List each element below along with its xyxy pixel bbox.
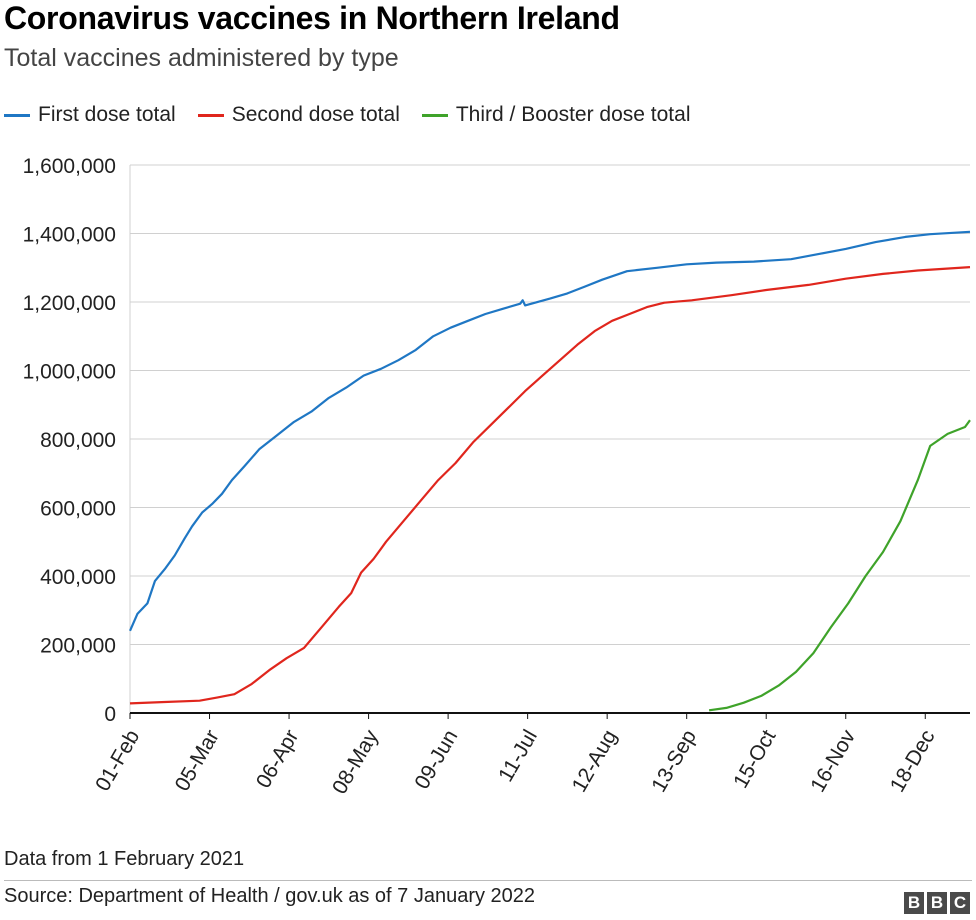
x-tick-label: 18-Dec [886,726,940,796]
x-tick-label: 12-Aug [568,726,622,796]
x-tick-label: 08-May [328,726,383,799]
x-tick-label: 13-Sep [647,726,701,796]
legend-label-booster-dose: Third / Booster dose total [455,103,691,126]
bbc-logo-letter: C [950,892,970,914]
x-tick-label: 11-Jul [494,726,542,786]
x-tick-label: 05-Mar [171,726,224,795]
source-text: Source: Department of Health / gov.uk as… [4,885,536,907]
series-line-second-dose [129,266,971,705]
y-tick-label: 1,600,000 [23,155,116,178]
x-tick-label: 09-Jun [410,726,462,793]
legend-swatch-booster-dose [421,113,448,117]
legend-item-first-dose: First dose total [4,103,176,127]
series-line-booster-dose [708,419,971,712]
bbc-logo-letter: B [904,892,924,914]
x-tick-label: 16-Nov [806,726,860,797]
chart-subtitle: Total vaccines administered by type [4,44,399,72]
bbc-logo-letter: B [927,892,947,914]
x-tick-label: 01-Feb [91,726,144,795]
data-note: Data from 1 February 2021 [4,848,245,870]
legend-swatch-first-dose [4,113,30,117]
x-tick-label: 15-Oct [729,726,781,792]
x-tick-label: 06-Apr [252,726,303,792]
y-tick-label: 800,000 [40,429,116,452]
footer-divider [4,880,972,881]
legend-item-second-dose: Second dose total [197,103,400,127]
legend-swatch-second-dose [197,113,224,117]
chart-legend: First dose total Second dose total Third… [4,100,712,130]
legend-item-booster-dose: Third / Booster dose total [421,103,691,127]
y-tick-label: 0 [104,703,116,726]
y-tick-label: 400,000 [40,566,116,589]
series-line-first-dose [128,230,971,632]
legend-label-second-dose: Second dose total [231,103,400,126]
y-tick-label: 1,000,000 [23,361,116,384]
y-tick-label: 200,000 [40,635,116,658]
legend-label-first-dose: First dose total [38,103,176,126]
y-tick-label: 600,000 [40,498,116,521]
chart-title: Coronavirus vaccines in Northern Ireland [4,0,620,36]
line-chart: 0 200,000 400,000 600,000 800,000 1,000,000 1,… [23,155,971,799]
y-tick-label: 1,200,000 [23,292,116,315]
bbc-logo: B B C [901,892,970,914]
y-tick-label: 1,400,000 [23,224,116,247]
